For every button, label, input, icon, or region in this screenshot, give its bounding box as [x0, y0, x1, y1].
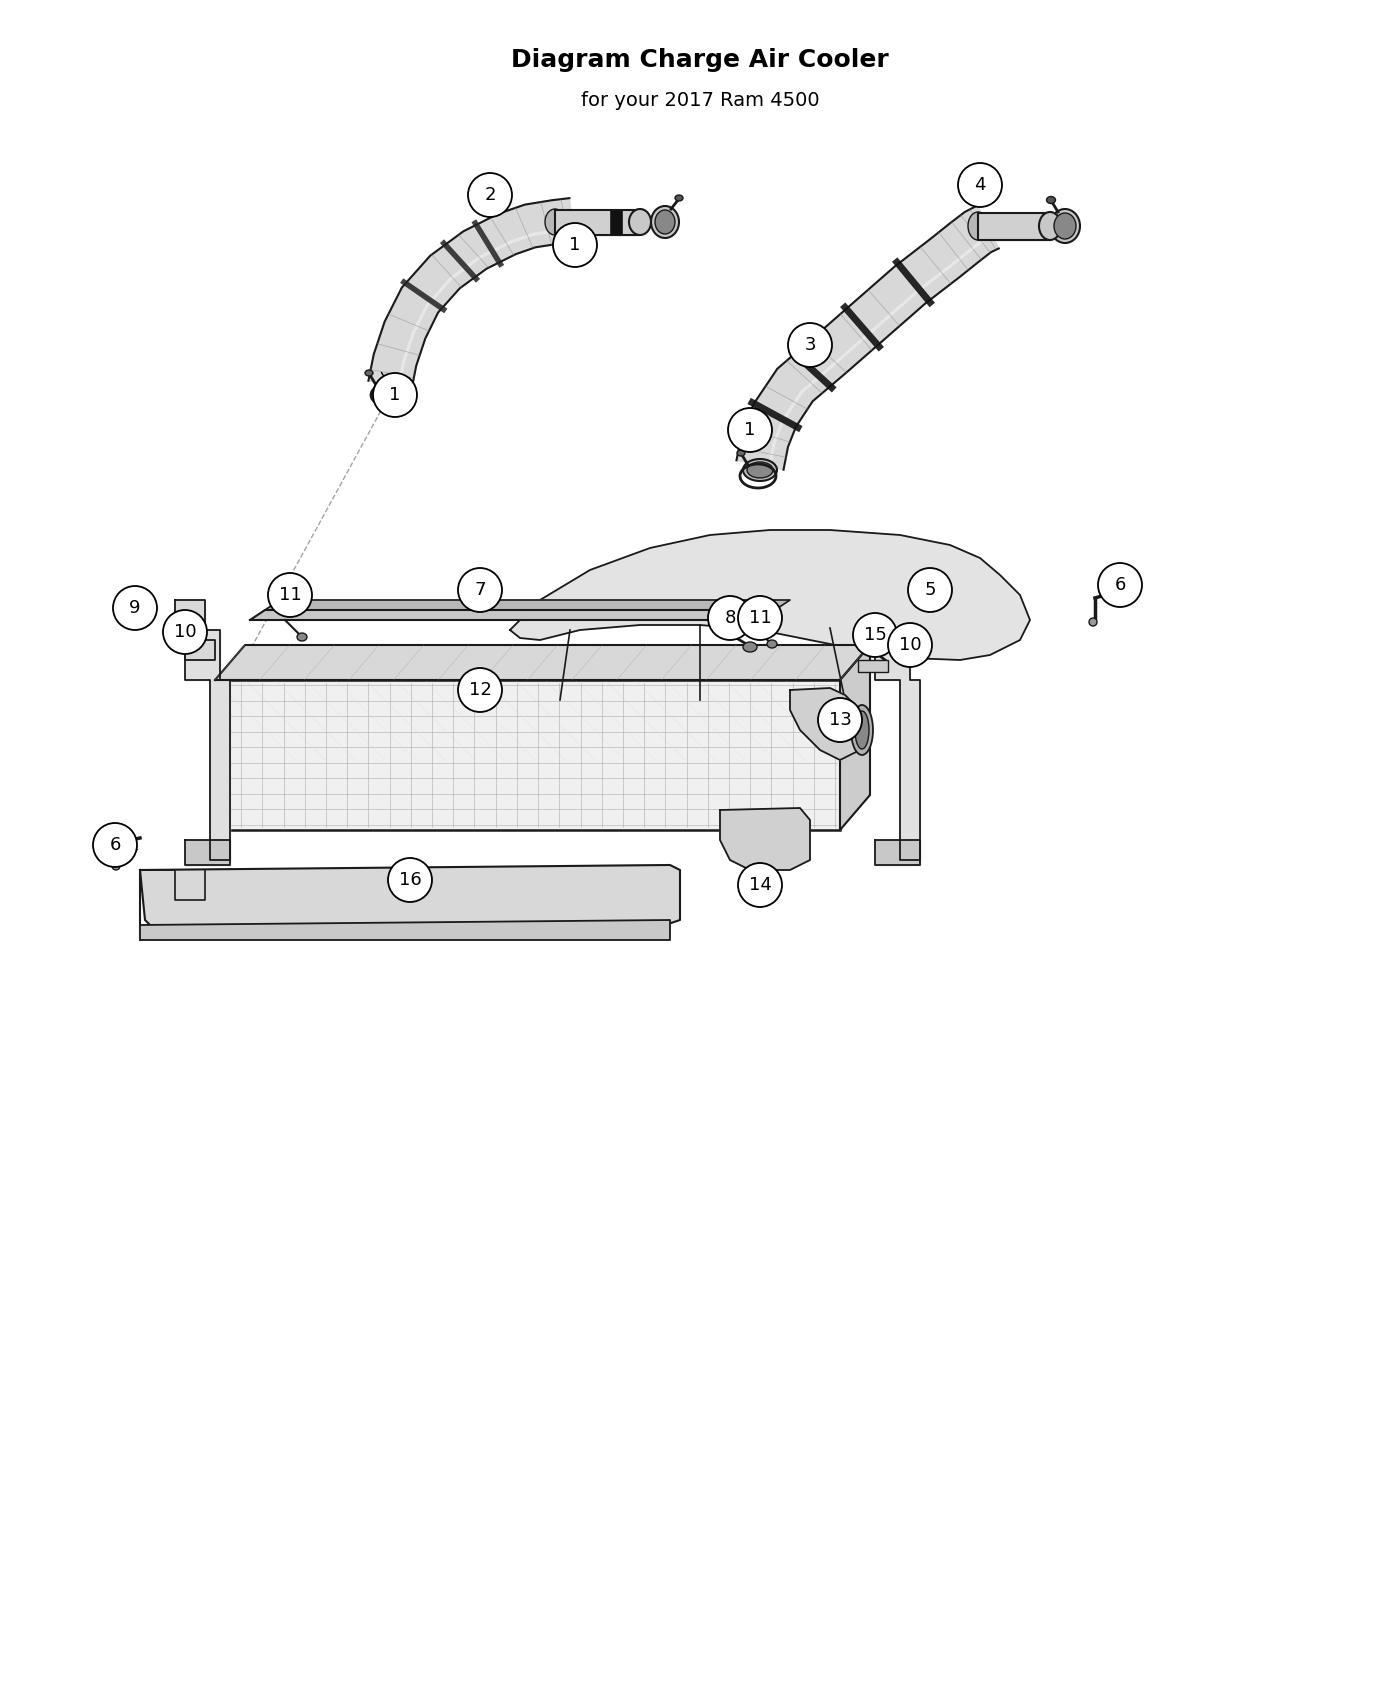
Circle shape: [267, 573, 312, 617]
Circle shape: [468, 173, 512, 218]
Ellipse shape: [374, 381, 406, 400]
Ellipse shape: [736, 450, 745, 456]
Text: 1: 1: [745, 422, 756, 439]
Circle shape: [738, 597, 783, 639]
Text: 12: 12: [469, 682, 491, 699]
Bar: [858, 660, 888, 672]
Polygon shape: [216, 644, 869, 680]
Ellipse shape: [651, 206, 679, 238]
Text: 2: 2: [484, 185, 496, 204]
Polygon shape: [875, 636, 920, 860]
Circle shape: [728, 408, 771, 452]
Text: 13: 13: [829, 711, 851, 729]
Polygon shape: [840, 644, 869, 830]
Text: 11: 11: [279, 586, 301, 604]
Polygon shape: [140, 865, 680, 930]
Polygon shape: [790, 688, 869, 760]
Text: 1: 1: [389, 386, 400, 405]
Text: 5: 5: [924, 581, 935, 598]
Circle shape: [458, 568, 503, 612]
Text: 4: 4: [974, 177, 986, 194]
Text: 6: 6: [109, 836, 120, 853]
Ellipse shape: [1050, 209, 1079, 243]
Ellipse shape: [1054, 212, 1077, 240]
Polygon shape: [720, 808, 811, 870]
Circle shape: [113, 586, 157, 631]
Text: 7: 7: [475, 581, 486, 598]
Ellipse shape: [112, 862, 120, 870]
Ellipse shape: [743, 643, 757, 653]
Circle shape: [458, 668, 503, 712]
Polygon shape: [875, 840, 920, 865]
Text: for your 2017 Ram 4500: for your 2017 Ram 4500: [581, 90, 819, 109]
Ellipse shape: [629, 209, 651, 235]
Text: 3: 3: [804, 337, 816, 354]
Circle shape: [708, 597, 752, 639]
Circle shape: [909, 568, 952, 612]
Polygon shape: [185, 631, 230, 860]
Circle shape: [162, 610, 207, 654]
Ellipse shape: [748, 462, 773, 478]
Polygon shape: [140, 920, 671, 940]
Circle shape: [853, 614, 897, 656]
Ellipse shape: [655, 211, 675, 235]
Polygon shape: [368, 199, 574, 389]
Ellipse shape: [1047, 197, 1056, 204]
Ellipse shape: [365, 371, 372, 376]
Circle shape: [92, 823, 137, 867]
Circle shape: [958, 163, 1002, 207]
Text: 11: 11: [749, 609, 771, 627]
Ellipse shape: [967, 212, 988, 240]
Circle shape: [738, 864, 783, 908]
Circle shape: [1098, 563, 1142, 607]
Text: 15: 15: [864, 626, 886, 644]
Text: 6: 6: [1114, 576, 1126, 593]
Circle shape: [553, 223, 596, 267]
Text: 8: 8: [724, 609, 735, 627]
Text: 1: 1: [570, 236, 581, 253]
Bar: [216, 680, 840, 830]
Ellipse shape: [545, 209, 566, 235]
Polygon shape: [979, 212, 1050, 240]
Text: 10: 10: [174, 622, 196, 641]
Text: 10: 10: [899, 636, 921, 654]
Circle shape: [388, 858, 433, 903]
Polygon shape: [251, 610, 776, 620]
Polygon shape: [554, 211, 640, 235]
Bar: [610, 211, 622, 235]
Polygon shape: [510, 530, 1030, 660]
Ellipse shape: [855, 711, 869, 750]
Polygon shape: [265, 600, 790, 610]
Polygon shape: [736, 206, 998, 469]
Polygon shape: [185, 840, 230, 865]
Circle shape: [818, 699, 862, 741]
Polygon shape: [175, 600, 216, 660]
Text: Diagram Charge Air Cooler: Diagram Charge Air Cooler: [511, 48, 889, 71]
Ellipse shape: [1039, 212, 1061, 240]
Text: 9: 9: [129, 598, 141, 617]
Text: 16: 16: [399, 870, 421, 889]
Ellipse shape: [675, 196, 683, 201]
Ellipse shape: [851, 706, 874, 755]
Circle shape: [372, 372, 417, 416]
Ellipse shape: [767, 639, 777, 648]
Ellipse shape: [743, 459, 777, 481]
Ellipse shape: [297, 632, 307, 641]
Ellipse shape: [1089, 619, 1098, 626]
Text: 14: 14: [749, 876, 771, 894]
Ellipse shape: [378, 382, 402, 398]
Circle shape: [788, 323, 832, 367]
Circle shape: [888, 622, 932, 666]
